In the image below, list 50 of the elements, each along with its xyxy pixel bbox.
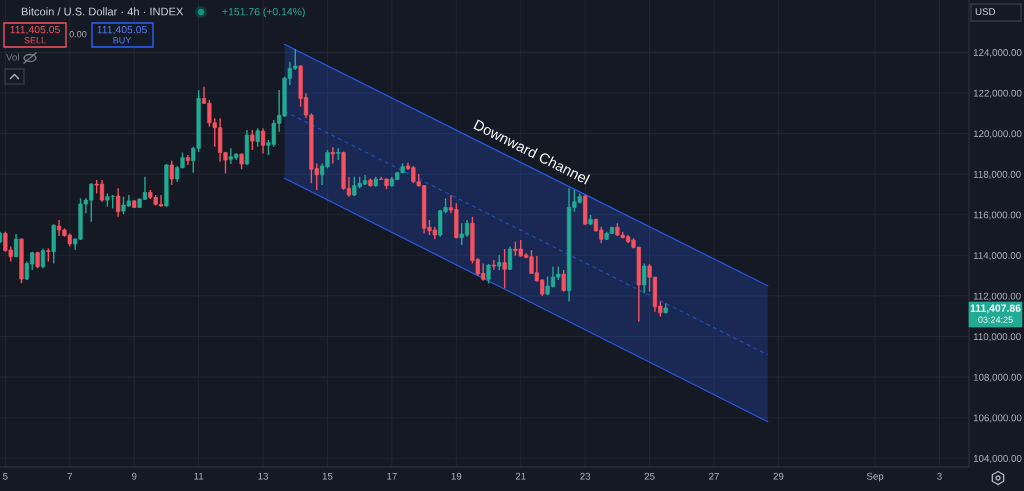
candlestick <box>642 262 647 294</box>
candlestick <box>255 127 260 148</box>
x-tick-label: 23 <box>580 472 591 480</box>
annotation: SELL <box>24 37 46 44</box>
candlestick <box>491 259 497 271</box>
y-tick-label: 112,000.00 <box>973 292 1021 301</box>
y-tick-label: 120,000.00 <box>973 130 1022 139</box>
y-tick-label: 104,000.00 <box>973 455 1022 464</box>
y-tick-label: 114,000.00 <box>973 252 1021 261</box>
candlestick <box>40 247 46 270</box>
text: Bitcoin / U.S. Dollar · 4h · INDEX <box>21 7 184 16</box>
y-tick-label: 110,000.00 <box>973 333 1021 342</box>
candlestick <box>330 146 335 165</box>
x-tick-label: 11 <box>194 472 204 480</box>
y-tick-label: 116,000.00 <box>973 211 1021 220</box>
x-tick-label: 13 <box>258 472 269 480</box>
candlestick <box>260 127 266 155</box>
x-tick-label: 29 <box>773 472 784 480</box>
annotation: BUY <box>113 37 132 44</box>
x-tick-label: 25 <box>644 472 655 480</box>
text: USD <box>975 8 996 16</box>
y-tick-label: 108,000.00 <box>973 373 1022 382</box>
y-tick-label: 122,000.00 <box>973 89 1022 98</box>
annotation: Vol <box>6 53 19 61</box>
x-tick-label: 19 <box>451 472 462 480</box>
annotation: 0.00 <box>69 31 87 38</box>
candlestick <box>561 269 566 293</box>
x-tick-label: 5 <box>3 472 8 480</box>
y-tick-label: 118,000.00 <box>973 170 1021 179</box>
x-tick-label: 7 <box>67 472 73 480</box>
x-tick-label: 15 <box>322 472 333 480</box>
x-tick-label: 3 <box>937 472 942 480</box>
x-tick-label: 27 <box>709 472 719 480</box>
x-tick-label: 21 <box>515 472 526 480</box>
annotation: 111,405.05 <box>10 25 60 35</box>
candlestick <box>169 160 174 186</box>
y-tick-label: 106,000.00 <box>973 414 1022 423</box>
candlestick <box>502 248 507 290</box>
candlestick <box>250 129 255 151</box>
y-tick-label: 124,000.00 <box>973 49 1022 58</box>
annotation: +151.76 (+0.14%) <box>222 7 305 18</box>
text: 03:24:25 <box>978 316 1013 323</box>
candlestick <box>115 187 121 218</box>
annotation: 111,405.05 <box>97 25 147 35</box>
x-tick-label: Sep <box>866 472 884 482</box>
text: 111,407.86 <box>970 304 1021 314</box>
x-tick-label: 9 <box>131 472 137 480</box>
candlestick <box>507 245 513 271</box>
candlestick <box>486 263 491 285</box>
x-tick-label: 17 <box>387 472 397 480</box>
